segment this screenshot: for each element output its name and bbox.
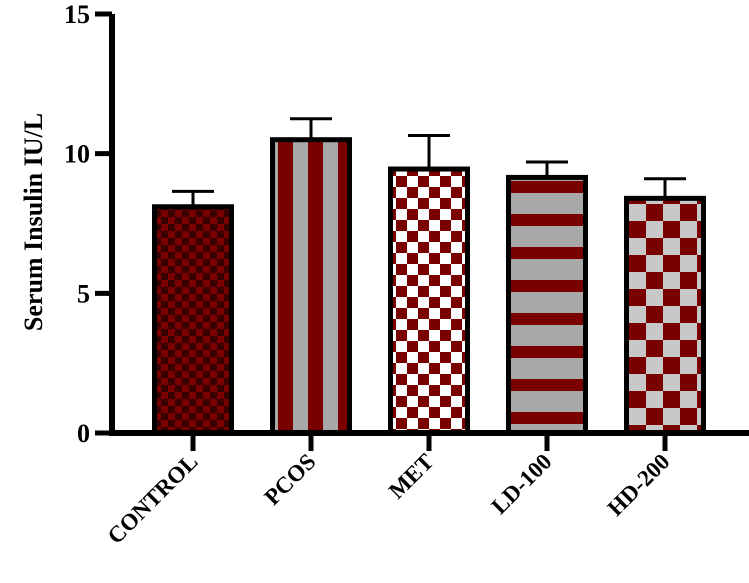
bar	[624, 195, 706, 436]
y-tick-label: 0	[77, 419, 90, 448]
x-tick-label: LD-100	[486, 449, 556, 519]
plot-area: 0 5 10 15 CONTROL PCOS MET LD-100 HD-200	[64, 0, 749, 549]
y-axis-title: Serum Insulin IU/L	[19, 113, 48, 331]
bar	[388, 166, 470, 436]
y-tick-label: 10	[64, 140, 90, 169]
x-tick-label: CONTROL	[103, 449, 203, 549]
y-tick-label: 5	[77, 279, 90, 308]
x-tick-label: MET	[384, 449, 439, 504]
bar	[152, 204, 234, 436]
x-tick-label: HD-200	[603, 449, 675, 521]
bar	[506, 174, 588, 436]
x-tick-label: PCOS	[259, 449, 320, 510]
bar	[270, 137, 352, 436]
y-tick-label: 15	[64, 0, 90, 29]
